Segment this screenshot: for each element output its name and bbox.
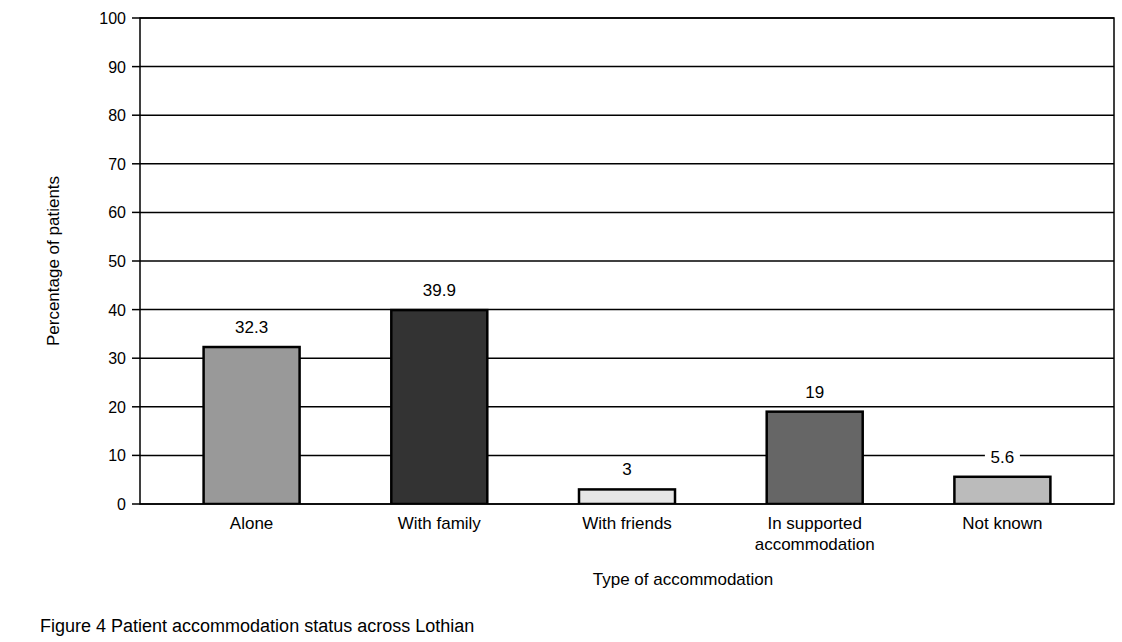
tick-label: 40 [108,302,126,319]
category-label-line: With friends [582,514,672,533]
grid-line [140,260,1114,262]
tick-mark [132,455,140,457]
tick-label: 10 [108,447,126,464]
data-label: 39.9 [423,281,456,300]
data-label: 19 [805,383,824,402]
category-label: Not known [962,514,1042,533]
tick-label: 50 [108,253,126,270]
category-label: In supported accommodation [755,514,875,554]
grid-line [140,163,1114,165]
tick-mark [132,357,140,359]
label-background [619,460,636,479]
tick-mark [132,114,140,116]
tick-mark [132,260,140,262]
tick-label: 80 [108,107,126,124]
bar [391,310,487,504]
label-background [417,281,461,300]
tick-label: 0 [117,496,126,513]
tick-mark [132,503,140,505]
title: Figure 4 Patient accommodation status ac… [40,616,474,636]
category-label: With family [398,514,482,533]
category-label-line: Alone [230,514,273,533]
grid-line [140,212,1114,214]
tick-mark [132,309,140,311]
chart: 0 10 20 30 40 50 60 70 80 90 100 32.3 39.9 3 19 5.6 Alon… [0,0,1122,642]
x-axis-label: Type of accommodation [593,570,773,589]
data-label: 3 [622,460,631,479]
bar [954,477,1050,504]
tick-label: 20 [108,399,126,416]
tick-mark [132,163,140,165]
category-label-line: accommodation [755,535,875,554]
bar [579,489,675,504]
category-label: Alone [230,514,273,533]
bar [767,412,863,504]
tick-mark [132,212,140,214]
plot-frame [140,18,1114,504]
category-label: With friends [582,514,672,533]
tick-mark [132,66,140,68]
tick-label: 100 [99,10,126,27]
label-background [985,448,1020,467]
grid-line [140,309,1114,311]
label-background [802,383,828,402]
tick-label: 90 [108,59,126,76]
y-axis-label: Percentage of patients [44,176,63,346]
category-label-line: In supported [767,514,862,533]
tick-mark [132,17,140,19]
category-label-line: With family [398,514,482,533]
category-label-line: Not known [962,514,1042,533]
grid-line [140,66,1114,68]
bars [204,310,1051,504]
tick-label: 30 [108,350,126,367]
tick-label: 60 [108,204,126,221]
grid-line [140,114,1114,116]
label-background [230,318,274,337]
data-label: 5.6 [991,448,1015,467]
data-label: 32.3 [235,318,268,337]
tick-mark [132,406,140,408]
tick-label: 70 [108,156,126,173]
bar [204,347,300,504]
